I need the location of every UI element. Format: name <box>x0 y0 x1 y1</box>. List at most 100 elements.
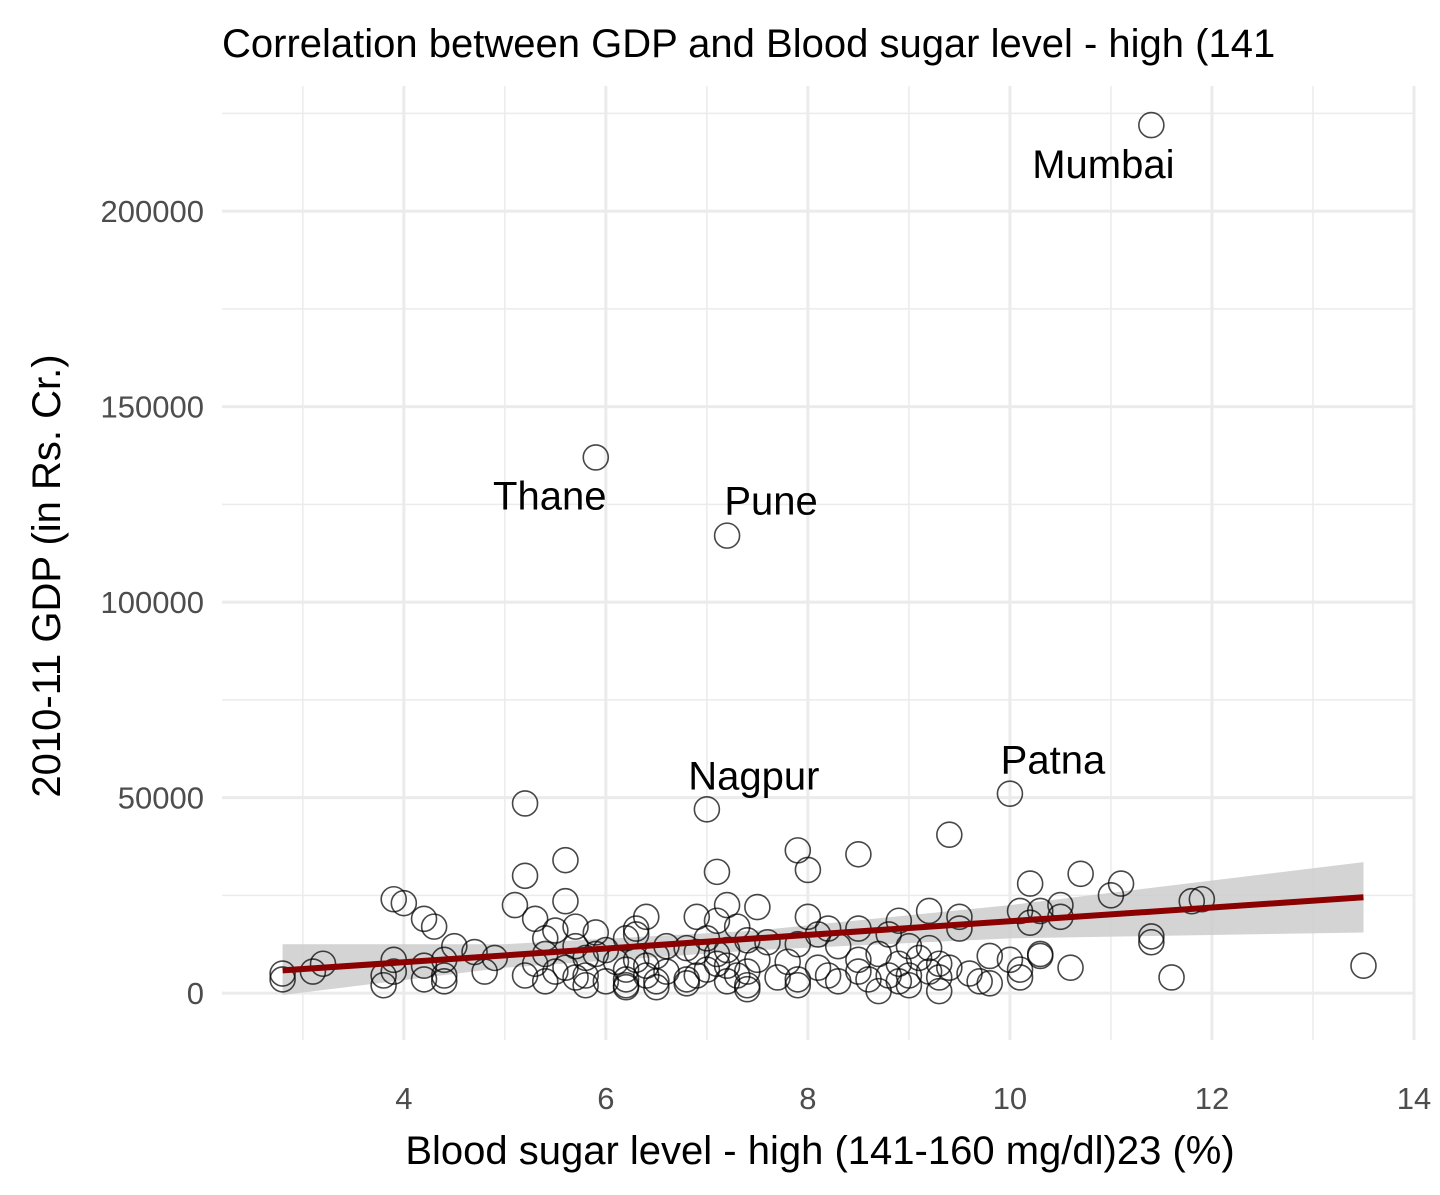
data-point <box>1138 111 1165 139</box>
point-label-patna: Patna <box>1001 739 1106 783</box>
data-point <box>915 934 943 962</box>
point-label-pune: Pune <box>724 480 817 524</box>
data-point <box>1350 952 1377 980</box>
data-point <box>582 919 610 946</box>
data-point <box>784 971 812 999</box>
data-point <box>946 903 973 931</box>
data-point <box>996 780 1024 807</box>
data-point <box>713 968 741 995</box>
data-point <box>966 968 993 995</box>
data-point <box>632 952 660 980</box>
data-point <box>511 962 539 989</box>
point-labels: Mumbai Thane Pune Nagpur Patna <box>493 143 1174 798</box>
confidence-band <box>282 862 1364 996</box>
data-point <box>410 966 438 993</box>
data-point <box>774 948 801 976</box>
point-label-thane: Thane <box>493 474 606 518</box>
data-point <box>592 968 620 995</box>
data-point <box>1097 882 1125 909</box>
data-point <box>693 796 721 823</box>
data-point <box>562 913 589 940</box>
data-point <box>552 846 579 874</box>
data-point <box>925 964 953 991</box>
y-tick-label: 200000 <box>101 194 204 229</box>
data-point <box>764 964 791 991</box>
data-point <box>845 840 872 868</box>
data-point <box>936 954 963 981</box>
data-point <box>1016 870 1044 897</box>
data-point <box>420 913 448 940</box>
data-point <box>1026 942 1054 970</box>
data-point <box>653 958 680 985</box>
data-point <box>430 962 458 989</box>
data-point <box>1188 885 1216 913</box>
chart-title: Correlation between GDP and Blood sugar … <box>222 22 1275 66</box>
data-point <box>754 928 781 956</box>
confidence-band-group <box>282 862 1364 996</box>
data-point <box>612 925 640 952</box>
x-tick-label: 4 <box>395 1081 412 1116</box>
data-point <box>784 966 812 993</box>
data-point <box>804 954 832 981</box>
data-point <box>713 891 741 919</box>
x-tick-label: 14 <box>1397 1081 1431 1116</box>
data-point <box>723 962 751 989</box>
data-point <box>1006 956 1034 983</box>
data-point <box>976 942 1004 970</box>
x-tick-label: 10 <box>993 1081 1027 1116</box>
data-point <box>410 905 438 933</box>
data-point <box>703 858 731 886</box>
trend-line <box>282 894 1364 974</box>
data-point <box>996 946 1024 974</box>
data-point <box>744 893 771 921</box>
data-point <box>784 930 812 958</box>
data-point <box>572 962 599 989</box>
data-point <box>612 966 640 993</box>
data-point <box>269 960 296 987</box>
data-point <box>865 977 892 1005</box>
data-point <box>925 977 953 1005</box>
data-point <box>370 971 397 999</box>
data-point <box>713 952 741 980</box>
data-points <box>269 111 1377 1005</box>
x-tick-label: 12 <box>1195 1081 1229 1116</box>
data-point <box>673 970 700 997</box>
data-point <box>269 966 296 993</box>
trend-line-group <box>282 894 1364 974</box>
data-point <box>511 862 539 890</box>
data-point <box>895 971 923 999</box>
data-point <box>572 971 599 999</box>
y-axis-title: 2010-11 GDP (in Rs. Cr.) <box>25 354 69 797</box>
data-point <box>622 915 650 942</box>
data-point <box>562 964 589 991</box>
point-label-mumbai: Mumbai <box>1032 143 1174 187</box>
data-point <box>1006 964 1034 991</box>
tick-labels: 4 6 8 10 12 14 0 50000 100000 150000 200000 <box>101 194 1432 1116</box>
data-point <box>1067 860 1094 888</box>
data-point <box>612 973 640 1001</box>
data-point <box>552 887 579 915</box>
point-label-nagpur: Nagpur <box>688 754 819 798</box>
data-point <box>430 968 458 995</box>
data-point <box>1138 923 1165 950</box>
data-point <box>1138 928 1165 956</box>
data-point <box>501 891 529 919</box>
data-point <box>1057 954 1084 981</box>
data-point <box>511 790 539 817</box>
y-tick-label: 100000 <box>101 585 204 620</box>
data-point <box>905 944 933 972</box>
x-tick-label: 6 <box>597 1081 614 1116</box>
data-point <box>309 950 337 978</box>
data-point <box>915 897 943 925</box>
data-point <box>733 975 761 1003</box>
data-point <box>582 444 610 471</box>
data-point <box>643 973 670 1001</box>
data-point <box>531 968 559 995</box>
x-tick-label: 8 <box>799 1081 816 1116</box>
data-point <box>683 903 711 931</box>
y-tick-label: 150000 <box>101 390 204 425</box>
data-point <box>612 956 640 983</box>
data-point <box>824 968 852 995</box>
data-point <box>390 889 418 917</box>
